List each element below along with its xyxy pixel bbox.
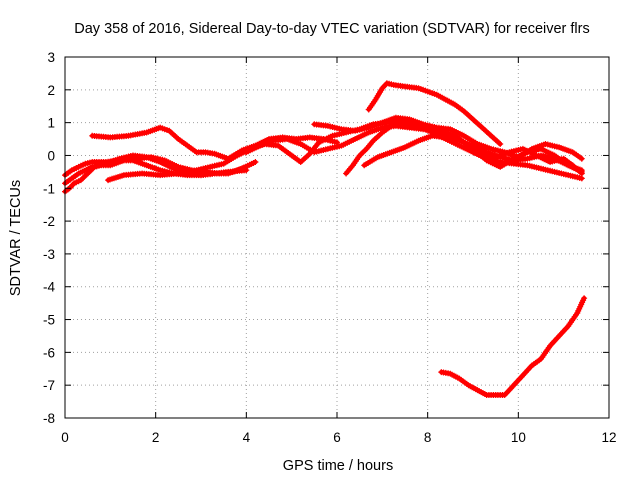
x-tick-label: 4 [243,430,251,445]
y-tick-label: -8 [43,411,55,426]
x-axis-label: GPS time / hours [283,458,393,474]
axes-frame [64,56,610,419]
series-arc-7 [311,114,585,162]
x-tick-label: 6 [333,430,341,445]
x-tick-label: 10 [511,430,526,445]
x-tick-label: 8 [424,430,432,445]
y-tick-label: -1 [43,181,55,196]
y-tick-label: 1 [47,116,55,131]
y-tick-label: -4 [43,280,55,295]
grid [65,57,609,418]
series-markers [311,114,585,162]
x-tick-label: 0 [61,430,69,445]
y-tick-label: 2 [47,83,55,98]
y-tick-label: 3 [47,50,55,65]
series-arc-10 [365,80,504,147]
y-axis-label: SDTVAR / TECUs [8,180,24,296]
series-markers [361,132,585,174]
x-tick-label: 2 [152,430,160,445]
series-layer [62,80,588,398]
y-tick-label: 0 [47,148,55,163]
chart-title: Day 358 of 2016, Sidereal Day-to-day VTE… [74,21,589,37]
x-tick-label: 12 [601,430,616,445]
y-tick-label: -6 [43,345,55,360]
series-markers [438,295,588,398]
y-tick-label: -2 [43,214,55,229]
y-tick-label: -5 [43,313,55,328]
series-markers [365,80,504,147]
series-arc-11 [438,295,588,398]
y-tick-label: -7 [43,378,55,393]
y-tick-label: -3 [43,247,55,262]
series-arc-9 [361,132,585,174]
